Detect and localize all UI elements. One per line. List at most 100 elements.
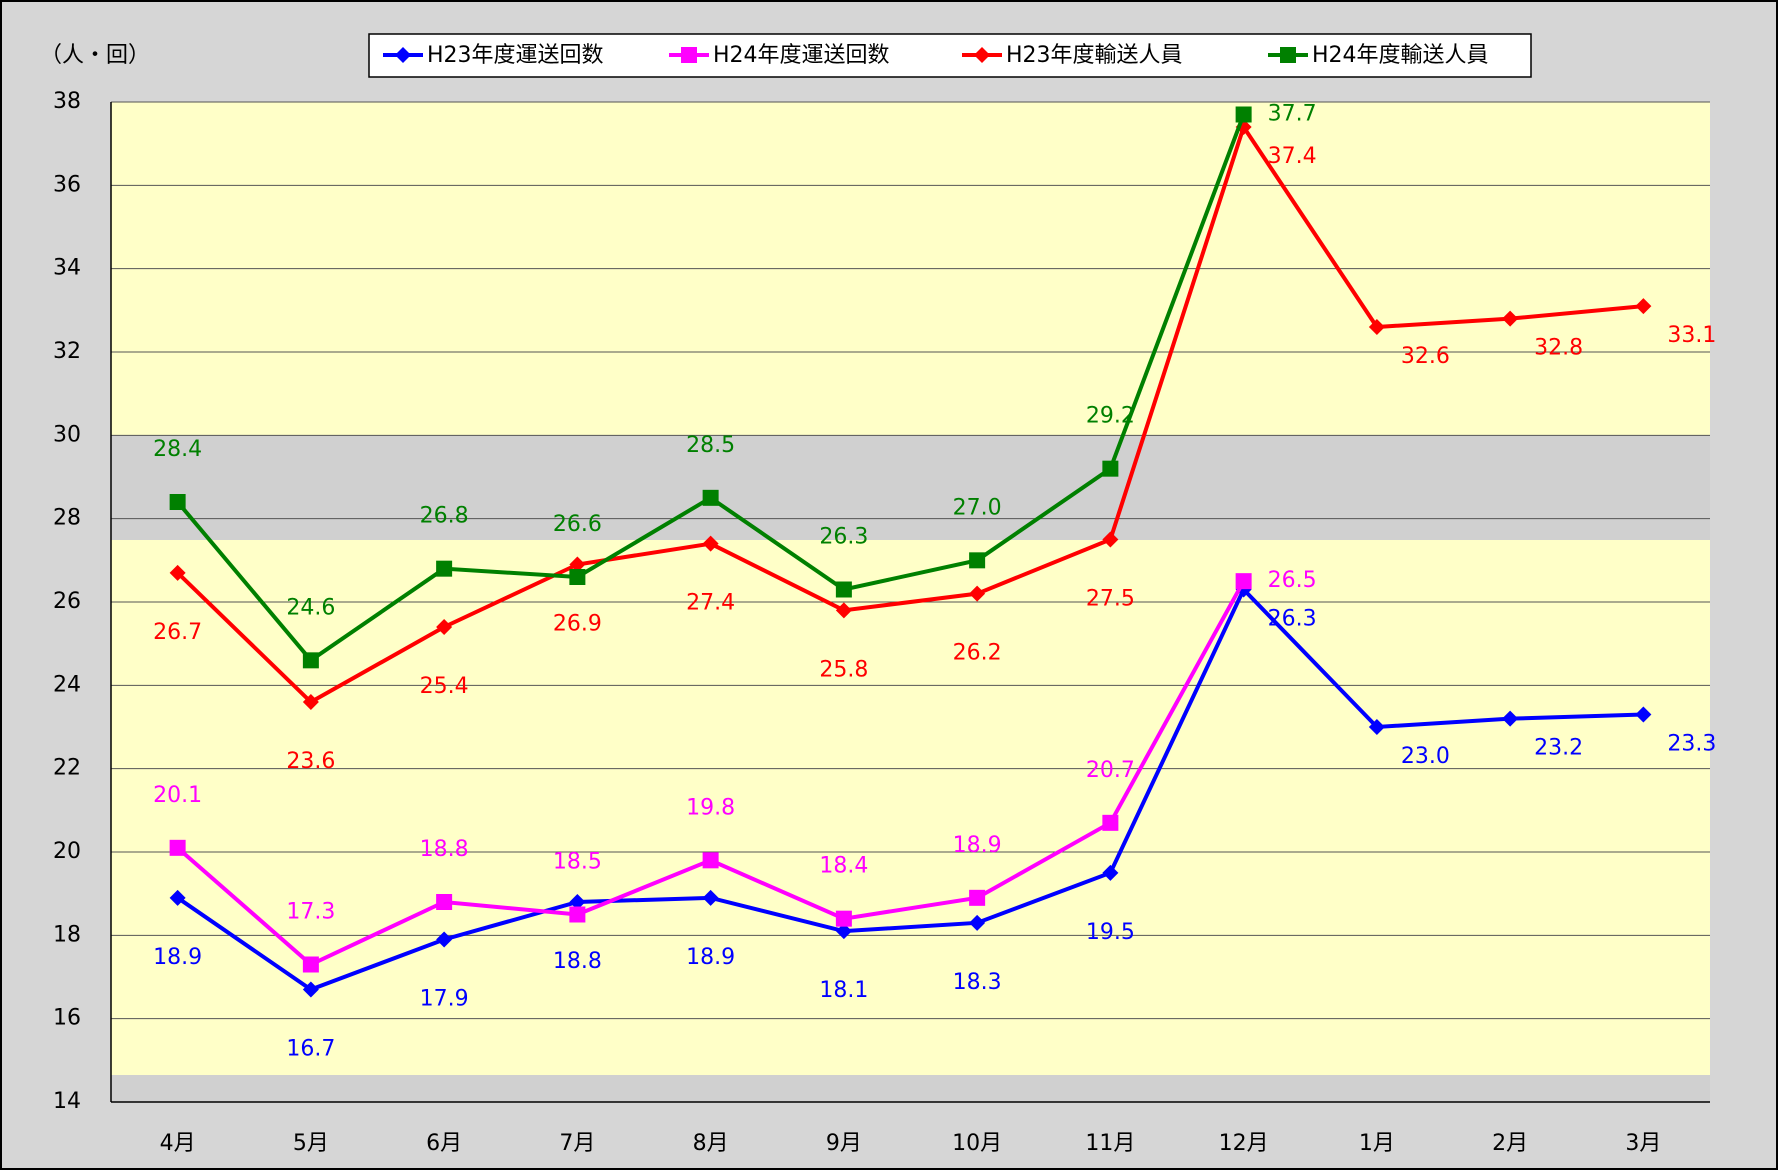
data-label: 18.1 (819, 978, 868, 1003)
x-tick-label: 12月 (1219, 1131, 1269, 1156)
y-tick-label: 22 (53, 756, 81, 781)
data-label: 27.0 (953, 495, 1002, 520)
x-tick-label: 7月 (559, 1131, 595, 1156)
legend (368, 33, 1532, 78)
legend-marker (395, 47, 411, 63)
data-point (835, 923, 852, 940)
band (111, 540, 1710, 1075)
y-tick-label: 28 (53, 506, 81, 531)
data-label: 32.6 (1401, 344, 1450, 369)
data-point (969, 585, 986, 602)
legend-label: H23年度運送回数 (427, 43, 604, 68)
y-tick-label: 26 (53, 589, 81, 614)
data-point (1235, 573, 1252, 590)
data-label: 26.9 (553, 612, 602, 637)
x-tick-label: 2月 (1492, 1131, 1528, 1156)
data-point (569, 556, 586, 573)
data-label: 28.5 (686, 433, 735, 458)
x-tick-label: 6月 (426, 1131, 462, 1156)
data-point (302, 956, 319, 973)
x-tick-label: 10月 (952, 1131, 1002, 1156)
legend-marker (681, 47, 697, 63)
data-label: 37.4 (1268, 144, 1317, 169)
x-tick-label: 11月 (1085, 1131, 1135, 1156)
data-point (169, 564, 186, 581)
y-tick-label: 18 (53, 922, 81, 947)
data-point (702, 535, 719, 552)
data-point (569, 906, 586, 923)
data-point (302, 694, 319, 710)
data-label: 26.3 (819, 525, 868, 550)
data-label: 29.2 (1086, 404, 1135, 429)
data-label: 37.7 (1268, 102, 1317, 127)
y-tick-label: 32 (53, 339, 81, 364)
data-point (835, 910, 852, 927)
data-label: 18.8 (553, 949, 602, 974)
data-label: 18.9 (686, 945, 735, 970)
x-tick-label: 1月 (1359, 1131, 1395, 1156)
data-point (969, 889, 986, 906)
data-label: 23.6 (286, 749, 335, 774)
data-label: 19.5 (1086, 920, 1135, 945)
data-label: 18.4 (819, 854, 868, 879)
data-point (969, 914, 986, 931)
data-point (702, 489, 719, 506)
data-point (569, 569, 586, 585)
data-point (302, 652, 319, 669)
data-label: 26.6 (553, 512, 602, 537)
y-tick-label: 16 (53, 1006, 81, 1031)
data-label: 24.6 (286, 595, 335, 620)
data-label: 32.8 (1534, 336, 1583, 361)
data-point (1102, 531, 1119, 548)
legend-marker (974, 47, 990, 63)
series-line (176, 122, 1644, 705)
x-tick-label: 5月 (293, 1131, 329, 1156)
data-point (436, 894, 453, 910)
data-label: 26.8 (420, 504, 469, 529)
data-label: 26.5 (1268, 568, 1317, 593)
data-point (1635, 298, 1652, 315)
data-label: 23.2 (1534, 736, 1583, 761)
series-line (176, 586, 1644, 992)
data-point (969, 552, 986, 569)
legend-marker (1280, 47, 1296, 63)
data-label: 18.9 (153, 945, 202, 970)
data-label: 27.5 (1086, 587, 1135, 612)
data-point (436, 560, 453, 577)
data-point (436, 619, 453, 635)
data-point (1502, 710, 1519, 727)
data-point (1502, 310, 1519, 327)
data-point (169, 889, 186, 906)
y-tick-label: 20 (53, 839, 81, 864)
data-label: 18.9 (953, 833, 1002, 858)
data-label: 27.4 (686, 591, 735, 616)
y-tick-label: 24 (53, 672, 81, 697)
data-label: 33.1 (1667, 323, 1716, 348)
y-tick-label: 30 (53, 422, 81, 447)
data-point (1368, 719, 1385, 735)
data-point (1102, 864, 1119, 881)
data-label: 28.4 (153, 437, 202, 462)
data-point (1102, 814, 1119, 831)
y-tick-label: 14 (53, 1089, 81, 1114)
data-point (169, 839, 186, 856)
data-point (436, 931, 453, 948)
data-label: 18.8 (420, 837, 469, 862)
data-point (1635, 706, 1652, 723)
data-label: 26.2 (953, 641, 1002, 666)
data-label: 17.9 (420, 987, 469, 1012)
data-label: 17.3 (286, 900, 335, 925)
data-label: 23.3 (1667, 732, 1716, 757)
x-tick-label: 4月 (160, 1131, 196, 1156)
data-point (835, 581, 852, 598)
data-point (1102, 460, 1119, 477)
y-axis-label: （人・回） (40, 43, 150, 68)
y-tick-label: 38 (53, 89, 81, 114)
data-point (702, 852, 719, 869)
data-label: 20.7 (1086, 758, 1135, 783)
data-label: 26.7 (153, 620, 202, 645)
legend-label: H24年度輸送人員 (1312, 43, 1489, 68)
data-point (702, 889, 719, 906)
